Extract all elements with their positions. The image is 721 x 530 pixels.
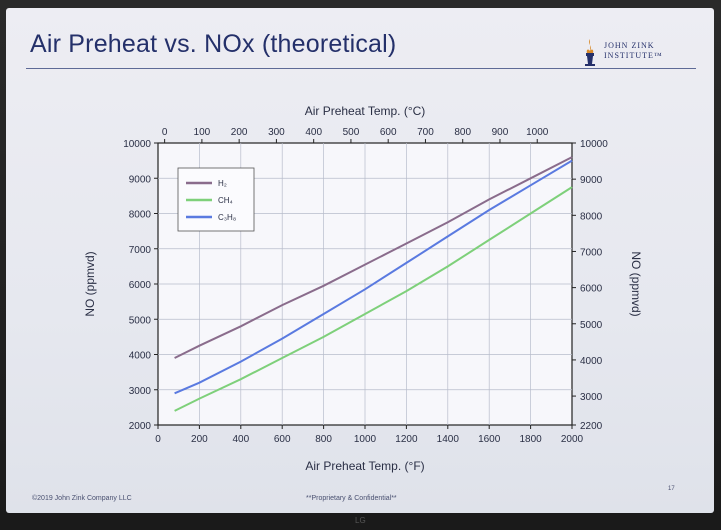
x-tick-label: 600 bbox=[274, 434, 291, 445]
x-tick-label: 800 bbox=[315, 434, 332, 445]
x-tick-label: 400 bbox=[232, 434, 249, 445]
x-tick-label: 2000 bbox=[561, 434, 584, 445]
title-divider bbox=[26, 68, 696, 69]
page-number: 17 bbox=[668, 486, 675, 492]
copyright-footer: ©2019 John Zink Company LLC bbox=[32, 495, 132, 502]
x2-tick-label: 800 bbox=[454, 127, 471, 138]
x2-tick-label: 1000 bbox=[526, 127, 549, 138]
y2-tick-label: 3000 bbox=[580, 392, 603, 403]
x2-tick-label: 0 bbox=[162, 127, 168, 138]
y2-tick-label: 8000 bbox=[580, 211, 603, 222]
y-tick-label: 9000 bbox=[129, 174, 152, 185]
x-tick-label: 1600 bbox=[478, 434, 501, 445]
y-tick-label: 6000 bbox=[129, 280, 152, 291]
torch-logo-icon bbox=[585, 39, 595, 66]
x2-tick-label: 700 bbox=[417, 127, 434, 138]
y2-tick-label: 6000 bbox=[580, 284, 603, 295]
y-tick-label: 7000 bbox=[129, 245, 152, 256]
y-tick-label: 8000 bbox=[129, 210, 152, 221]
nox-chart: 0 200 400 600 800 1000 1200 1400 1600 1800 2000200… bbox=[83, 104, 643, 473]
y-tick-label: 10000 bbox=[123, 139, 151, 150]
series-line-2 bbox=[174, 159, 573, 395]
x2-tick-label: 500 bbox=[343, 127, 360, 138]
x2-tick-label: 400 bbox=[305, 127, 322, 138]
y-tick-label: 4000 bbox=[129, 351, 152, 362]
x-tick-label: 1200 bbox=[395, 434, 418, 445]
y-tick-label: 2000 bbox=[129, 421, 152, 432]
x2-tick-label: 900 bbox=[492, 127, 509, 138]
x-tick-label: 200 bbox=[191, 434, 208, 445]
x2-tick-label: 600 bbox=[380, 127, 397, 138]
x2-axis-label: Air Preheat Temp. (°C) bbox=[305, 104, 426, 118]
x-tick-label: 1400 bbox=[437, 434, 460, 445]
y2-tick-label: 2200 bbox=[580, 421, 603, 432]
logo-line-1: JOHN ZINK bbox=[604, 41, 655, 50]
y2-tick-label: 4000 bbox=[580, 356, 603, 367]
slide-title: Air Preheat vs. NOx (theoretical) bbox=[30, 30, 397, 58]
x2-tick-label: 100 bbox=[194, 127, 211, 138]
legend-label: C₃H₈ bbox=[218, 213, 236, 222]
x2-tick-label: 200 bbox=[231, 127, 248, 138]
x-tick-label: 1800 bbox=[519, 434, 542, 445]
x-tick-label: 1000 bbox=[354, 434, 377, 445]
y2-axis-label: NO (ppmvd) bbox=[629, 251, 643, 316]
logo-wordmark: JOHN ZINK INSTITUTE™ bbox=[604, 41, 694, 61]
y2-tick-label: 9000 bbox=[580, 175, 603, 186]
x-axis-label: Air Preheat Temp. (°F) bbox=[305, 459, 424, 473]
y-axis-label: NO (ppmvd) bbox=[83, 251, 97, 316]
y-tick-label: 5000 bbox=[129, 315, 152, 326]
series-line-0 bbox=[174, 156, 573, 359]
y-tick-label: 3000 bbox=[129, 386, 152, 397]
series-line-1 bbox=[174, 186, 573, 412]
y2-tick-label: 7000 bbox=[580, 247, 603, 258]
y2-tick-label: 5000 bbox=[580, 320, 603, 331]
x2-tick-label: 300 bbox=[268, 127, 285, 138]
x-tick-label: 0 bbox=[155, 434, 161, 445]
monitor-brand: LG bbox=[355, 516, 366, 525]
confidential-footer: **Proprietary & Confidential** bbox=[306, 495, 397, 502]
y2-tick-label: 10000 bbox=[580, 139, 608, 150]
presentation-slide: Air Preheat vs. NOx (theoretical) JOHN Z… bbox=[6, 8, 714, 513]
legend-label: H₂ bbox=[218, 179, 227, 188]
company-logo: JOHN ZINK INSTITUTE™ bbox=[582, 38, 692, 68]
logo-line-2: INSTITUTE™ bbox=[604, 51, 663, 60]
legend-label: CH₄ bbox=[218, 196, 233, 205]
